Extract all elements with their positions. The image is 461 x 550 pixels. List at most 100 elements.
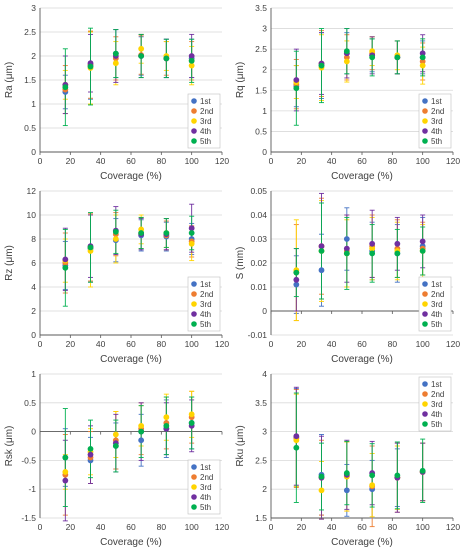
x-tick-label: 60 <box>126 339 136 349</box>
data-point <box>112 50 119 57</box>
chart-panel: 0 0.5 1 1.5 2 2.5 3 0 20 40 60 80 100 120 Coverage (%)… <box>4 3 229 182</box>
data-point <box>343 250 350 257</box>
x-axis-title: Coverage (%) <box>331 537 393 548</box>
series-3rd <box>62 214 195 288</box>
legend-marker-5th <box>191 321 197 327</box>
data-point <box>112 60 119 67</box>
legend-label-5th: 5th <box>200 503 211 512</box>
x-tick-label: 40 <box>96 339 106 349</box>
x-tick-label: 80 <box>388 339 398 349</box>
x-tick-label: 40 <box>96 156 106 166</box>
series-3rd <box>293 200 426 322</box>
legend-marker-4th <box>422 128 428 134</box>
legend-label-1st: 1st <box>200 280 211 289</box>
data-point <box>343 470 350 476</box>
x-tick-label: 0 <box>38 339 43 349</box>
y-tick-label: 0 <box>31 427 36 437</box>
y-axis-title: S (mm) <box>235 247 246 280</box>
x-tick-label: 120 <box>215 339 229 349</box>
legend-marker-1st <box>191 281 197 287</box>
series-1st <box>62 29 195 110</box>
x-tick-label: 60 <box>126 522 136 532</box>
x-tick-label: 20 <box>66 156 76 166</box>
series-4th <box>62 203 195 292</box>
data-point <box>369 48 376 55</box>
y-tick-label: 0 <box>31 330 36 340</box>
x-tick-label: 80 <box>157 156 167 166</box>
legend-marker-3rd <box>422 301 428 307</box>
legend-label-3rd: 3rd <box>431 117 443 126</box>
y-axis-title: Ra (μm) <box>4 62 15 98</box>
y-tick-label: 3 <box>262 427 267 437</box>
data-point <box>293 444 300 451</box>
x-tick-label: 0 <box>38 522 43 532</box>
data-point <box>188 230 195 236</box>
series-2nd <box>62 390 195 516</box>
data-point <box>343 487 350 494</box>
data-point <box>87 63 94 70</box>
x-tick-label: 0 <box>269 339 274 349</box>
series-5th <box>62 27 195 127</box>
series-2nd <box>293 389 426 528</box>
y-tick-label: 2 <box>262 484 267 494</box>
y-tick-label: 1 <box>262 106 267 116</box>
legend-marker-4th <box>422 411 428 417</box>
y-tick-label: 3.5 <box>255 3 267 13</box>
legend-marker-1st <box>191 464 197 470</box>
y-tick-label: 10 <box>27 210 37 220</box>
x-tick-label: 0 <box>269 522 274 532</box>
y-tick-label: 1 <box>31 369 36 379</box>
data-point <box>293 437 300 444</box>
legend-marker-2nd <box>191 108 197 114</box>
legend-marker-5th <box>191 504 197 510</box>
y-tick-label: 0.5 <box>24 123 36 133</box>
legend-label-2nd: 2nd <box>431 290 444 299</box>
legend-marker-3rd <box>191 484 197 490</box>
x-tick-label: 100 <box>185 156 199 166</box>
data-point <box>369 54 376 61</box>
x-tick-label: 80 <box>388 156 398 166</box>
x-axis-title: Coverage (%) <box>331 354 393 365</box>
data-point <box>419 62 426 69</box>
x-tick-label: 80 <box>157 522 167 532</box>
legend-label-4th: 4th <box>200 310 211 319</box>
legend-label-4th: 4th <box>431 127 442 136</box>
data-point <box>293 269 300 276</box>
data-point <box>419 248 426 254</box>
series-5th <box>62 209 195 307</box>
y-tick-label: 4 <box>31 282 36 292</box>
series-5th <box>62 396 195 507</box>
data-point <box>293 85 300 92</box>
legend-label-5th: 5th <box>200 137 211 146</box>
legend-label-4th: 4th <box>200 493 211 502</box>
series-4th <box>293 192 426 312</box>
legend-label-2nd: 2nd <box>431 107 444 116</box>
series-1st <box>293 207 426 314</box>
y-tick-label: 6 <box>31 258 36 268</box>
data-point <box>138 428 145 435</box>
y-axis-title: Rku (μm) <box>235 425 246 466</box>
x-tick-label: 120 <box>446 156 460 166</box>
series-5th <box>293 392 426 511</box>
data-point <box>293 276 300 283</box>
legend-marker-3rd <box>422 118 428 124</box>
y-tick-label: 0.5 <box>255 126 267 136</box>
y-tick-label: 0.5 <box>24 398 36 408</box>
data-point <box>343 245 350 252</box>
y-tick-label: 2.5 <box>255 455 267 465</box>
data-point <box>188 411 195 418</box>
data-point <box>419 50 426 57</box>
x-tick-label: 120 <box>446 522 460 532</box>
x-tick-label: 60 <box>357 522 367 532</box>
y-tick-label: 3 <box>262 24 267 34</box>
y-tick-label: 2.5 <box>255 44 267 54</box>
legend-label-4th: 4th <box>431 410 442 419</box>
x-tick-label: 60 <box>357 339 367 349</box>
y-tick-label: 0.03 <box>250 234 267 244</box>
data-point <box>394 472 401 479</box>
legend-marker-4th <box>191 494 197 500</box>
series-3rd <box>293 393 426 520</box>
